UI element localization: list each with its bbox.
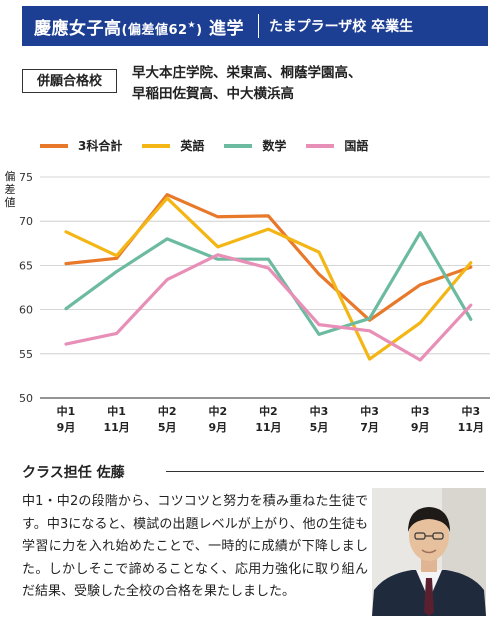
x-tick-label: 中3 (310, 404, 329, 418)
teacher-comment: 中1・中2の段階から、コツコツと努力を積み重ねた生徒です。中3になると、模試の出… (22, 494, 368, 599)
school-title: 慶應女子高(偏差値62★) 進学 (34, 18, 244, 39)
data-point (318, 273, 320, 276)
x-tick-sublabel: 9月 (411, 421, 430, 434)
data-point (267, 267, 270, 269)
data-point (65, 262, 67, 265)
data-point (65, 231, 67, 233)
x-tick-label: 中3 (411, 404, 430, 418)
series-line (64, 193, 473, 322)
teacher-heading-rule (166, 471, 484, 472)
x-tick-label: 中2 (158, 404, 177, 418)
y-tick-label: 50 (19, 392, 33, 405)
data-point (166, 278, 168, 281)
header-banner: 慶應女子高(偏差値62★) 進学 たまプラーザ校 卒業生 (22, 6, 488, 46)
y-tick-label: 65 (19, 259, 33, 272)
data-point (267, 228, 270, 230)
y-tick-label: 75 (19, 171, 33, 184)
x-tick-label: 中1 (107, 404, 126, 418)
data-point (115, 332, 118, 335)
y-tick-label: 60 (19, 304, 33, 317)
data-point (368, 330, 371, 332)
data-point (166, 238, 168, 240)
series-line (64, 253, 473, 362)
series-line (64, 196, 473, 361)
data-point (166, 193, 168, 196)
x-tick-sublabel: 11月 (255, 421, 281, 434)
data-point (65, 343, 67, 345)
data-point (267, 258, 270, 261)
data-point (267, 215, 270, 217)
x-tick-sublabel: 5月 (158, 421, 177, 434)
x-tick-label: 中1 (57, 404, 76, 418)
x-tick-label: 中2 (259, 404, 278, 418)
x-tick-label: 中2 (208, 404, 227, 418)
data-point (419, 322, 422, 324)
data-point (217, 215, 219, 218)
data-point (368, 358, 371, 360)
y-tick-label: 70 (19, 215, 33, 228)
data-point (166, 197, 168, 200)
x-tick-sublabel: 5月 (310, 421, 329, 434)
legend-swatch (40, 143, 68, 148)
x-tick-label: 中3 (360, 404, 379, 418)
x-tick-sublabel: 9月 (57, 421, 76, 434)
legend-item: 3科合計 (40, 137, 122, 154)
data-point (318, 323, 320, 326)
x-tick-label: 中3 (461, 404, 480, 418)
data-point (115, 254, 118, 257)
data-point (470, 261, 472, 264)
header-divider (258, 14, 259, 38)
graduate-label: たまプラーザ校 卒業生 (269, 19, 414, 35)
data-point (368, 317, 371, 320)
y-axis-label: 偏差値 (4, 170, 16, 209)
y-tick-label: 55 (19, 348, 33, 361)
data-point (419, 231, 422, 234)
data-point (470, 304, 472, 306)
x-tick-sublabel: 11月 (103, 421, 129, 434)
data-point (419, 359, 422, 361)
legend-label: 3科合計 (78, 139, 123, 153)
legend-swatch (142, 143, 171, 148)
legend-swatch (306, 143, 335, 148)
legend-swatch (224, 143, 253, 148)
schools-line-1: 早大本庄学院、栄東高、桐蔭学園高、 (132, 65, 362, 81)
data-point (217, 253, 219, 256)
other-passed-schools: 早大本庄学院、栄東高、桐蔭学園高、 早稲田佐賀高、中大横浜高 (132, 63, 362, 105)
x-tick-sublabel: 7月 (360, 421, 379, 434)
data-point (318, 251, 320, 253)
data-point (115, 257, 118, 260)
legend-label: 国語 (344, 139, 369, 153)
legend-item: 国語 (306, 137, 368, 154)
score-line-chart: 50 55 60 65 70 75 中1 9月 中1 11月 中2 5月 中2 9月 中2 11月 中3 5月 中3… (19, 171, 490, 434)
teacher-heading: クラス担任 佐藤 (22, 465, 125, 481)
teacher-photo (372, 488, 486, 616)
data-point (217, 246, 219, 248)
other-passed-badge: 併願合格校 (22, 69, 117, 93)
data-point (470, 318, 472, 321)
data-point (318, 333, 320, 336)
data-point (65, 307, 67, 310)
chart-legend: 3科合計 英語 数学 国語 (40, 137, 388, 154)
legend-item: 数学 (224, 137, 286, 154)
data-point (115, 270, 118, 273)
x-tick-sublabel: 11月 (458, 421, 484, 434)
data-point (470, 266, 472, 268)
data-point (217, 258, 219, 261)
data-point (419, 284, 422, 286)
schools-line-2: 早稲田佐賀高、中大横浜高 (132, 86, 294, 102)
legend-item: 英語 (142, 137, 204, 154)
x-tick-sublabel: 9月 (208, 421, 227, 434)
legend-label: 英語 (180, 139, 205, 153)
legend-label: 数学 (262, 139, 287, 153)
